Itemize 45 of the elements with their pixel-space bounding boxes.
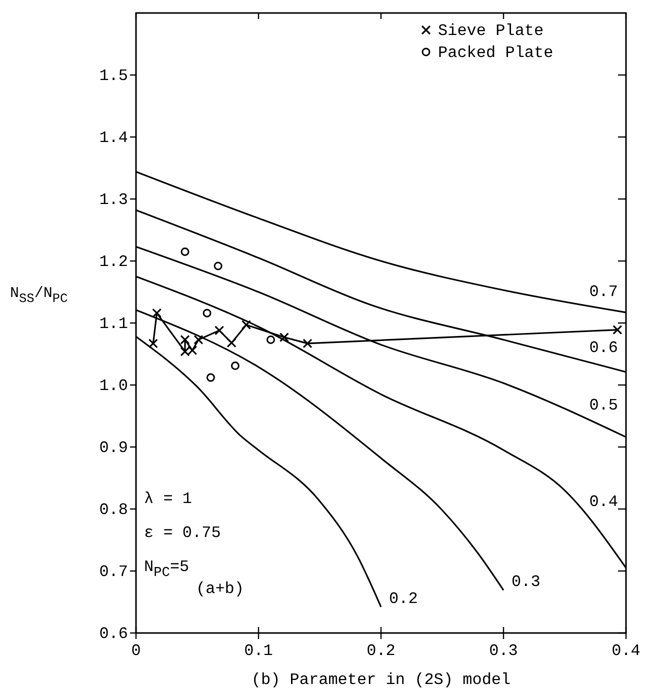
point: [194, 334, 204, 345]
y-axis-title: N$_{SS}$/N$_{PC}$: [10, 285, 68, 306]
point: [226, 338, 236, 348]
point: [152, 308, 162, 318]
x-axis-title: (b) Parameter in (2S) model: [251, 671, 511, 689]
x-tick-label: 0.3: [489, 642, 518, 660]
point: [148, 338, 158, 348]
annotation: (a+b): [196, 580, 244, 598]
series-label: 0.4: [589, 492, 618, 511]
point: [180, 334, 190, 345]
y-tick-label: 0.6: [99, 625, 128, 643]
y-tick-label: 1.5: [99, 67, 128, 85]
legend-label: 0.5: [589, 396, 618, 415]
point: [302, 338, 312, 348]
point: [279, 332, 290, 342]
x-tick-label: 0: [131, 642, 141, 660]
y-tick-label: 0.7: [99, 563, 128, 581]
annotation: λ = 1: [144, 490, 192, 508]
y-tick-label: 1.0: [99, 377, 128, 395]
y-tick-label: 0.9: [99, 439, 128, 457]
point: [214, 262, 222, 270]
series-label: 0.7: [589, 282, 618, 301]
point: [214, 326, 224, 336]
point: [202, 308, 212, 318]
legend-label: Packed Plate: [438, 44, 554, 62]
legend-label: Sieve Plate: [438, 22, 544, 40]
point: [266, 335, 275, 344]
annotation: ε = 0.75: [144, 524, 221, 542]
point: [612, 325, 622, 335]
series-label: 0.2: [389, 590, 418, 608]
x-tick-label: 0.2: [366, 642, 396, 660]
point: [206, 373, 215, 382]
point: [241, 320, 252, 330]
y-tick-label: 1.1: [99, 315, 128, 333]
y-tick-label: 1.3: [99, 191, 128, 209]
y-tick-label: 1.2: [99, 253, 128, 271]
y-tick-label: 1.4: [99, 129, 128, 147]
annotation: N$_{PC}$=5: [144, 558, 190, 581]
point: [180, 247, 190, 256]
series-label: 0.3: [512, 573, 540, 592]
x-tick-label: 0.1: [244, 642, 273, 660]
x-tick-label: 0.4: [612, 642, 640, 660]
legend-label: 0.6: [589, 338, 618, 357]
point: [230, 362, 240, 370]
y-tick-label: 0.8: [99, 501, 128, 519]
